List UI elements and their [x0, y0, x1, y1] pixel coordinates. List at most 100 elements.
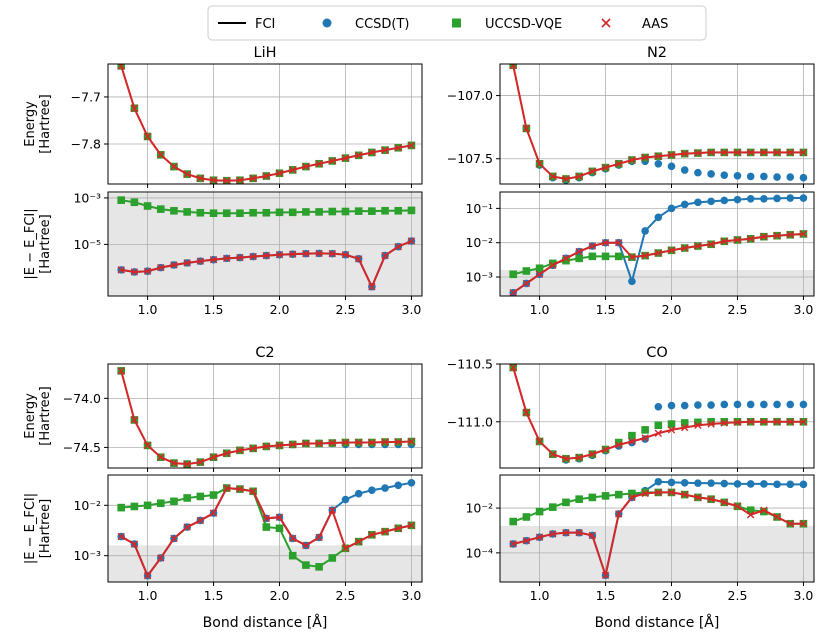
aas-point — [117, 64, 125, 70]
y-axis-label: Energy[Hartree] — [23, 386, 53, 445]
ccsdt-point — [773, 173, 781, 181]
uccsd-vqe-point — [170, 206, 178, 215]
y-tick-label: −7.7 — [71, 89, 101, 104]
aas-point — [773, 418, 781, 426]
aas-line — [120, 65, 412, 182]
series-group — [117, 367, 416, 468]
aas-point — [354, 255, 363, 263]
y-tick-label: −7.8 — [71, 137, 101, 152]
aas-point — [368, 531, 376, 539]
ccsdt-point — [720, 196, 729, 205]
ccsdt-point — [667, 204, 676, 213]
aas-point — [522, 536, 531, 545]
legend-fci-label: FCI — [255, 17, 275, 32]
aas-point — [275, 251, 284, 259]
y-tick-label: 10⁻³ — [73, 190, 101, 205]
ccsdt-point — [667, 401, 676, 410]
ccsdt-point — [667, 162, 676, 171]
aas-point — [223, 484, 231, 492]
aas-point — [535, 533, 544, 541]
aas-point — [196, 174, 205, 183]
uccsd-vqe-point — [641, 488, 649, 497]
aas-point — [628, 493, 636, 502]
aas-point — [615, 510, 623, 518]
aas-point — [289, 250, 297, 258]
aas-point — [143, 572, 152, 580]
uccsd-vqe-point — [275, 208, 284, 217]
uccsd-vqe-point — [156, 205, 165, 213]
aas-point — [509, 288, 517, 296]
uccsd-vqe-point — [328, 207, 337, 216]
aas-point — [117, 367, 125, 375]
panel-0: −7.7 −7.8 LiH Energy[Hartree] — [23, 45, 423, 188]
ccsdt-point — [641, 227, 649, 235]
aas-point — [249, 252, 257, 261]
aas-point — [407, 437, 416, 446]
aas-point — [509, 64, 517, 69]
aas-point — [275, 441, 284, 450]
panel-5: 1.0 1.5 2.0 2.5 3.0 10⁻² 10⁻³ |E − E_FCI|[Hartr… — [23, 474, 423, 603]
aas-point — [601, 445, 610, 454]
aas-point — [130, 268, 139, 276]
ccsdt-point — [654, 402, 663, 411]
aas-point — [681, 423, 689, 432]
uccsd-vqe-point — [746, 506, 755, 515]
aas-point — [641, 434, 649, 442]
uccsd-vqe-point — [236, 209, 244, 218]
ccsdt-point — [799, 480, 808, 489]
aas-point — [654, 152, 663, 160]
uccsd-vqe-point — [315, 563, 323, 571]
aas-point — [654, 249, 663, 257]
aas-point — [117, 532, 125, 541]
aas-point — [183, 523, 191, 531]
axes-frame — [107, 474, 423, 583]
aas-point — [733, 148, 742, 157]
series-group — [117, 64, 416, 184]
aas-point — [354, 151, 363, 159]
aas-point — [289, 440, 297, 449]
ccsdt-point — [381, 484, 389, 492]
aas-point — [549, 261, 557, 269]
uccsd-vqe-point — [288, 208, 297, 217]
uccsd-vqe-point — [249, 208, 257, 217]
aas-point — [394, 144, 402, 152]
aas-point — [302, 249, 310, 258]
aas-point — [170, 162, 178, 171]
aas-point — [157, 263, 165, 272]
ccsdt-point — [694, 168, 702, 177]
panel-7: 1.0 1.5 2.0 2.5 3.0 10⁻² 10⁻⁴ — [465, 474, 815, 603]
ccsdt-point — [760, 172, 768, 181]
ccsdt-point — [720, 479, 729, 488]
aas-line — [512, 367, 804, 460]
y-tick-label: 10⁻³ — [73, 548, 101, 563]
ccsdt-point — [773, 400, 781, 409]
aas-point — [236, 253, 244, 262]
series-group — [509, 477, 808, 580]
aas-point — [170, 261, 178, 269]
ccsdt-point — [628, 277, 636, 286]
aas-point — [328, 506, 336, 514]
aas-point — [394, 524, 402, 532]
aas-point — [394, 242, 402, 251]
aas-point — [535, 437, 544, 446]
x-tick-label: 1.0 — [138, 588, 158, 603]
aas-point — [509, 364, 517, 372]
uccsd-vqe-point — [720, 417, 729, 426]
ccsdt-point — [654, 213, 663, 222]
uccsd-vqe-point — [575, 495, 583, 503]
aas-point — [720, 419, 728, 427]
ccsdt-point — [707, 401, 715, 409]
y-tick-label: 10⁻² — [465, 501, 493, 516]
aas-point — [341, 544, 350, 553]
aas-point — [575, 528, 583, 537]
aas-point — [654, 488, 663, 497]
aas-point — [522, 124, 531, 133]
uccsd-vqe-point — [588, 493, 597, 502]
aas-point — [354, 537, 363, 546]
aas-point — [773, 148, 781, 157]
panel-title: LiH — [253, 45, 276, 61]
aas-point — [196, 257, 205, 265]
aas-point — [328, 249, 336, 258]
uccsd-vqe-point — [614, 490, 623, 499]
aas-point — [407, 521, 416, 530]
